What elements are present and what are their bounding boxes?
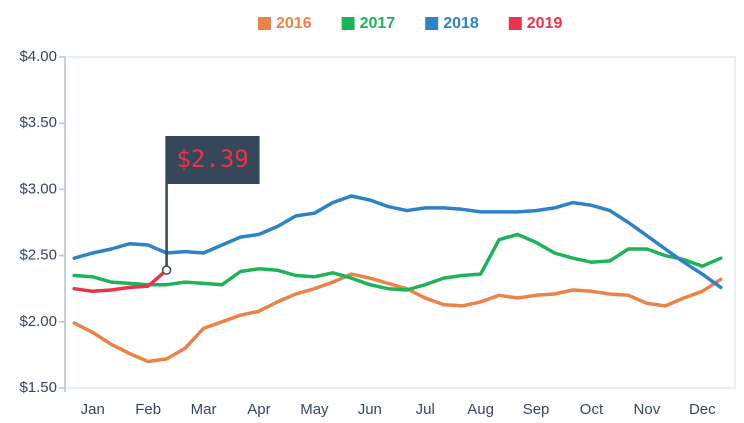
y-tick-label: $3.50	[19, 114, 57, 131]
x-tick-label: Mar	[191, 401, 217, 418]
series-line	[72, 272, 723, 364]
x-tick-label: Sep	[523, 401, 550, 418]
x-tick-label: Feb	[135, 401, 161, 418]
x-tick-label: Jan	[81, 401, 105, 418]
legend-label: 2017	[360, 15, 396, 32]
y-tick-label: $4.00	[19, 48, 57, 65]
y-tick-label: $3.00	[19, 180, 57, 197]
legend-label: 2018	[443, 15, 479, 32]
y-tick-label: $2.50	[19, 247, 57, 264]
legend-swatch	[258, 17, 271, 30]
x-tick-label: Dec	[689, 401, 716, 418]
legend-swatch	[425, 17, 439, 30]
legend-swatch	[508, 17, 522, 30]
plot-frame	[64, 56, 736, 389]
series-line	[72, 268, 169, 294]
legend-label: 2019	[527, 15, 563, 32]
series-line	[72, 232, 723, 292]
y-tick-label: $1.50	[19, 379, 57, 396]
x-tick-label: Nov	[634, 401, 661, 418]
legend-label: 2016	[276, 15, 312, 32]
legend-swatch	[341, 17, 355, 30]
y-tick-label: $2.00	[19, 313, 57, 330]
point-marker	[161, 265, 172, 275]
x-tick-label: Aug	[467, 401, 494, 418]
x-tick-label: Oct	[580, 401, 604, 418]
flag-box	[166, 136, 260, 184]
x-tick-label: Jun	[358, 401, 382, 418]
value-label: $2.39	[176, 145, 248, 173]
x-tick-label: Apr	[247, 401, 270, 418]
series-line	[72, 194, 723, 290]
x-tick-label: May	[300, 401, 329, 418]
x-tick-label: Jul	[416, 401, 435, 418]
